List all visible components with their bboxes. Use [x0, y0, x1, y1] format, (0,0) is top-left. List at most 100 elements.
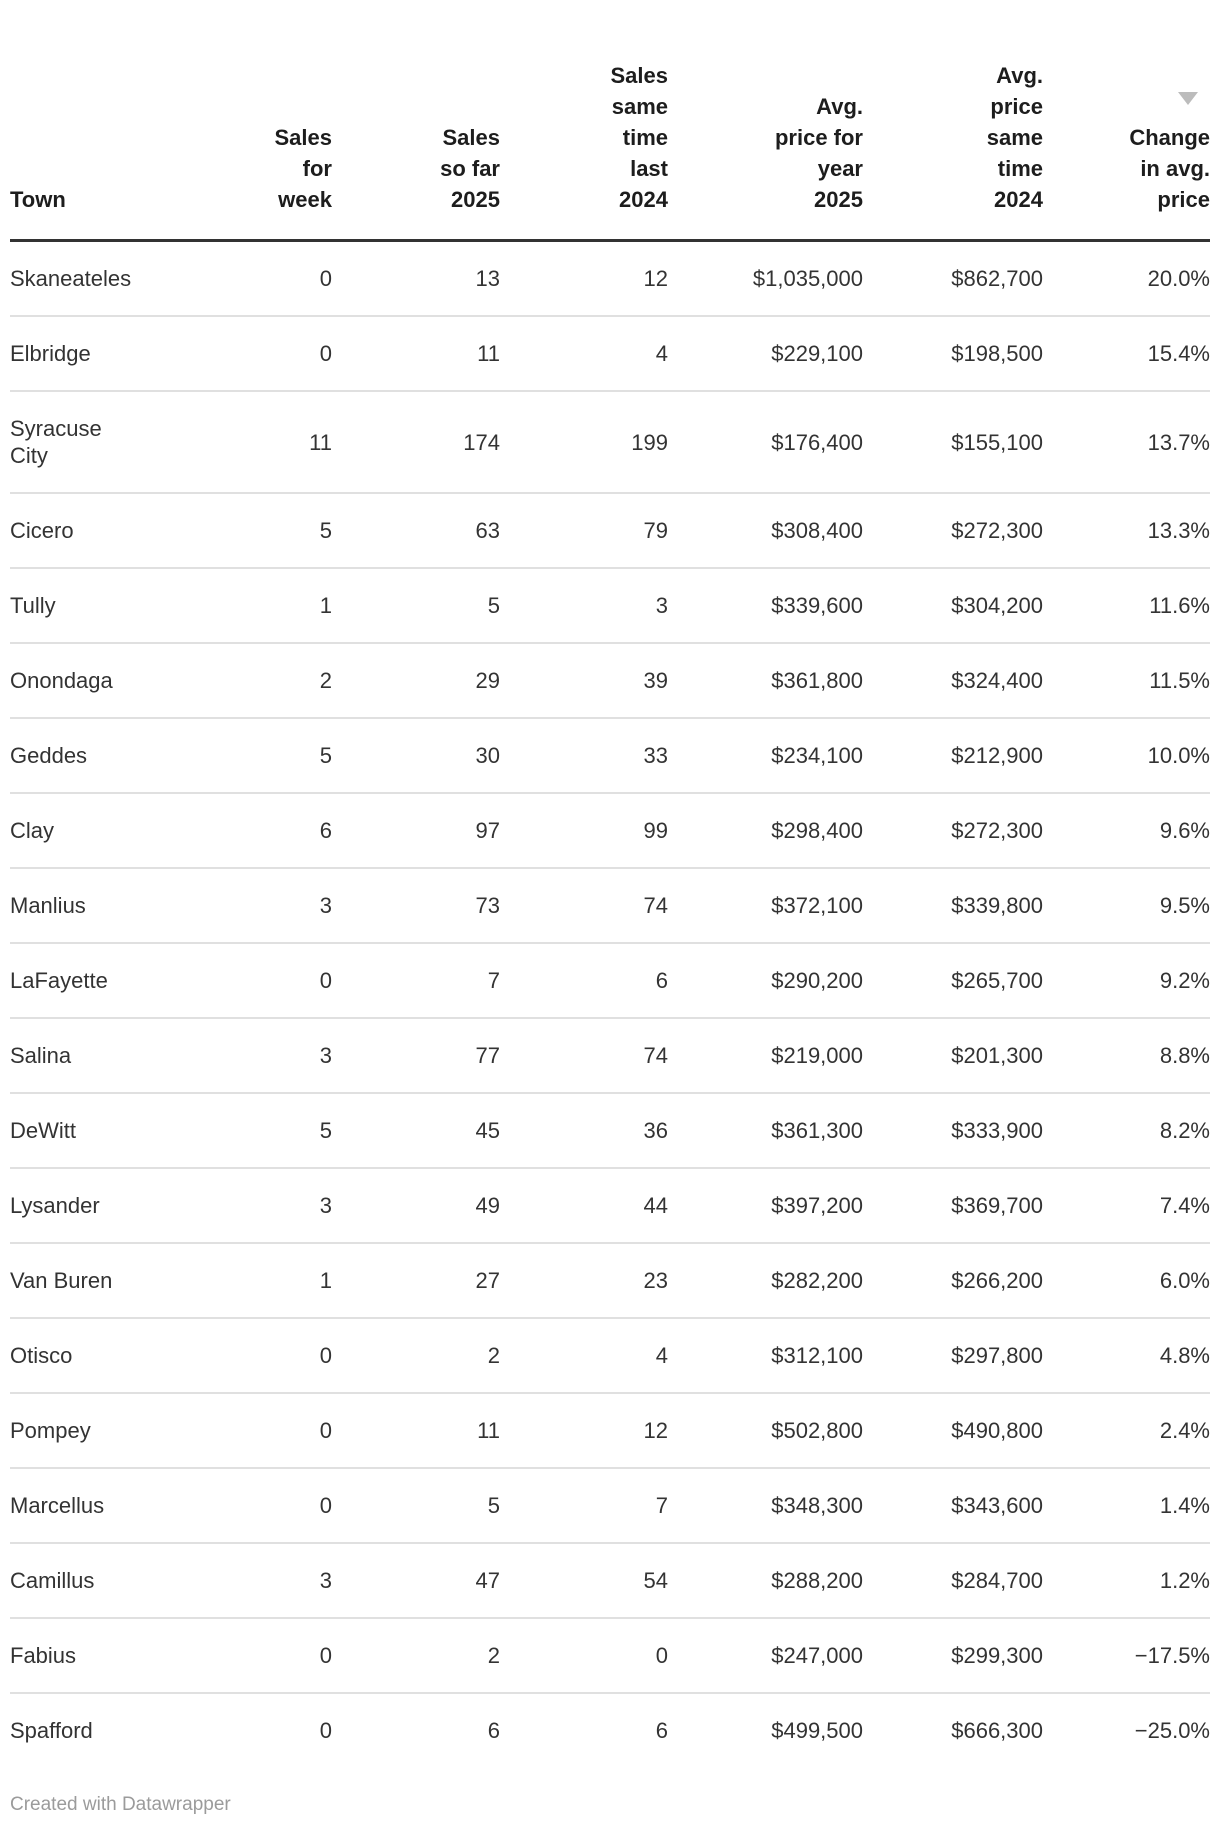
- cell-town: Tully: [10, 567, 156, 643]
- cell-change_avg_price: 4.8%: [1043, 1317, 1210, 1393]
- cell-sales_same_time_2024: 36: [500, 1092, 668, 1168]
- cell-sales_for_week: 0: [156, 1317, 332, 1393]
- cell-sales_same_time_2024: 74: [500, 1017, 668, 1093]
- cell-sales_same_time_2024: 6: [500, 942, 668, 1018]
- cell-change_avg_price: 13.3%: [1043, 492, 1210, 568]
- cell-sales_for_week: 5: [156, 717, 332, 793]
- table-row: Onondaga 2 29 39 $361,800 $324,400 11.5%: [10, 642, 1210, 718]
- cell-sales_so_far_2025: 97: [332, 792, 500, 868]
- cell-change_avg_price: 11.5%: [1043, 642, 1210, 718]
- sort-descending-icon: [1178, 92, 1198, 105]
- cell-town: Geddes: [10, 717, 156, 793]
- sales-table-chart: Town Sales for week Sales so far 2025 Sales…: [10, 0, 1210, 1767]
- cell-sales_so_far_2025: 63: [332, 492, 500, 568]
- column-header-change_avg_price[interactable]: Change in avg. price: [1043, 0, 1210, 242]
- cell-change_avg_price: 1.4%: [1043, 1467, 1210, 1543]
- cell-sales_for_week: 2: [156, 642, 332, 718]
- cell-avg_price_2025: $298,400: [668, 792, 863, 868]
- table-row: Tully 1 5 3 $339,600 $304,200 11.6%: [10, 567, 1210, 643]
- cell-sales_for_week: 0: [319, 266, 332, 291]
- table-row: Lysander 3 49 44 $397,200 $369,700 7.4%: [10, 1167, 1210, 1243]
- cell-town: Clay: [10, 792, 156, 868]
- cell-sales_so_far_2025: 2: [332, 1617, 500, 1693]
- cell-change_avg_price: −25.0%: [1043, 1692, 1210, 1767]
- cell-change_avg_price: 7.4%: [1043, 1167, 1210, 1243]
- column-header-sales_so_far_2025[interactable]: Sales so far 2025: [332, 0, 500, 242]
- table-row: Marcellus 0 5 7 $348,300 $343,600 1.4%: [10, 1467, 1210, 1543]
- cell-avg_price_2024: $299,300: [863, 1617, 1043, 1693]
- cell-avg_price_2024: $155,100: [863, 390, 1043, 493]
- cell-sales_for_week: 5: [156, 1092, 332, 1168]
- cell-avg_price_2025: $499,500: [668, 1692, 863, 1767]
- cell-sales_for_week: 6: [156, 792, 332, 868]
- cell-avg_price_2025: $502,800: [668, 1392, 863, 1468]
- cell-avg_price_2025: $348,300: [668, 1467, 863, 1543]
- cell-avg_price_2025: $312,100: [668, 1317, 863, 1393]
- cell-sales_same_time_2024: 99: [500, 792, 668, 868]
- cell-avg_price_2025: $234,100: [668, 717, 863, 793]
- cell-change_avg_price: 10.0%: [1043, 717, 1210, 793]
- column-header-town[interactable]: Town: [10, 0, 156, 242]
- cell-avg_price_2025: $282,200: [668, 1242, 863, 1318]
- column-header-label: Sales same time last 2024: [610, 63, 669, 212]
- column-header-label: Town: [10, 187, 66, 212]
- cell-change_avg_price: 1.2%: [1043, 1542, 1210, 1618]
- datawrapper-credit-link[interactable]: Created with Datawrapper: [10, 1794, 231, 1815]
- cell-town: Camillus: [10, 1542, 156, 1618]
- cell-sales_same_time_2024: 54: [500, 1542, 668, 1618]
- cell-town: Van Buren: [10, 1242, 156, 1318]
- table-row: Van Buren 1 27 23 $282,200 $266,200 6.0%: [10, 1242, 1210, 1318]
- table-row: Elbridge 0 11 4 $229,100 $198,500 15.4%: [10, 315, 1210, 391]
- cell-change_avg_price: 9.5%: [1043, 867, 1210, 943]
- cell-sales_so_far_2025: 77: [332, 1017, 500, 1093]
- cell-sales_so_far_2025: 45: [332, 1092, 500, 1168]
- cell-avg_price_2024: $212,900: [863, 717, 1043, 793]
- cell-sales_so_far_2025: 13: [475, 266, 500, 291]
- cell-sales_for_week: 1: [156, 1242, 332, 1318]
- column-header-avg_price_2025[interactable]: Avg. price for year 2025: [668, 0, 863, 242]
- cell-sales_so_far_2025: 7: [332, 942, 500, 1018]
- cell-town: Lysander: [10, 1167, 156, 1243]
- table-row: Fabius 0 2 0 $247,000 $299,300 −17.5%: [10, 1617, 1210, 1693]
- column-header-sales_same_time_2024[interactable]: Sales same time last 2024: [500, 0, 669, 242]
- column-header-label: Sales for week: [274, 125, 333, 212]
- column-header-label: Avg. price same time 2024: [986, 63, 1043, 212]
- column-header-label: Change in avg. price: [1129, 125, 1210, 212]
- cell-town: Manlius: [10, 867, 156, 943]
- cell-sales_same_time_2024: 39: [500, 642, 668, 718]
- cell-change_avg_price: 11.6%: [1043, 567, 1210, 643]
- table-row: Skaneateles 0 13 12 $1,035,000 $862,700 20.0%: [10, 241, 1210, 317]
- table-body: Skaneateles 0 13 12 $1,035,000 $862,700 20.0% E…: [10, 241, 1210, 1767]
- cell-sales_for_week: 0: [156, 1392, 332, 1468]
- cell-sales_so_far_2025: 6: [332, 1692, 500, 1767]
- cell-change_avg_price: 13.7%: [1043, 390, 1210, 493]
- table-row: Manlius 3 73 74 $372,100 $339,800 9.5%: [10, 867, 1210, 943]
- cell-sales_for_week: 1: [156, 567, 332, 643]
- cell-avg_price_2025: $176,400: [668, 390, 863, 493]
- cell-avg_price_2025: $219,000: [668, 1017, 863, 1093]
- cell-sales_same_time_2024: 7: [500, 1467, 668, 1543]
- cell-sales_so_far_2025: 73: [332, 867, 500, 943]
- column-header-sales_for_week[interactable]: Sales for week: [156, 0, 333, 242]
- table-row: Syracuse City 11 174 199 $176,400 $155,100 13.…: [10, 390, 1210, 493]
- cell-sales_same_time_2024: 23: [500, 1242, 668, 1318]
- cell-town: DeWitt: [10, 1092, 156, 1168]
- cell-sales_same_time_2024: 12: [500, 1392, 668, 1468]
- column-header-avg_price_2024[interactable]: Avg. price same time 2024: [863, 0, 1043, 242]
- cell-avg_price_2025: $361,800: [668, 642, 863, 718]
- cell-sales_so_far_2025: 5: [332, 567, 500, 643]
- cell-avg_price_2025: $288,200: [668, 1542, 863, 1618]
- cell-avg_price_2024: $201,300: [863, 1017, 1043, 1093]
- cell-sales_so_far_2025: 11: [332, 1392, 500, 1468]
- cell-sales_same_time_2024: 4: [500, 1317, 668, 1393]
- cell-sales_same_time_2024: 3: [500, 567, 668, 643]
- cell-sales_for_week: 0: [156, 315, 332, 391]
- cell-sales_so_far_2025: 49: [332, 1167, 500, 1243]
- cell-avg_price_2024: $343,600: [863, 1467, 1043, 1543]
- cell-sales_for_week: 3: [156, 1542, 332, 1618]
- cell-sales_for_week: 11: [156, 390, 332, 493]
- cell-change_avg_price: 9.6%: [1043, 792, 1210, 868]
- cell-sales_so_far_2025: 2: [332, 1317, 500, 1393]
- cell-town: Fabius: [10, 1617, 156, 1693]
- cell-sales_same_time_2024: 0: [500, 1617, 668, 1693]
